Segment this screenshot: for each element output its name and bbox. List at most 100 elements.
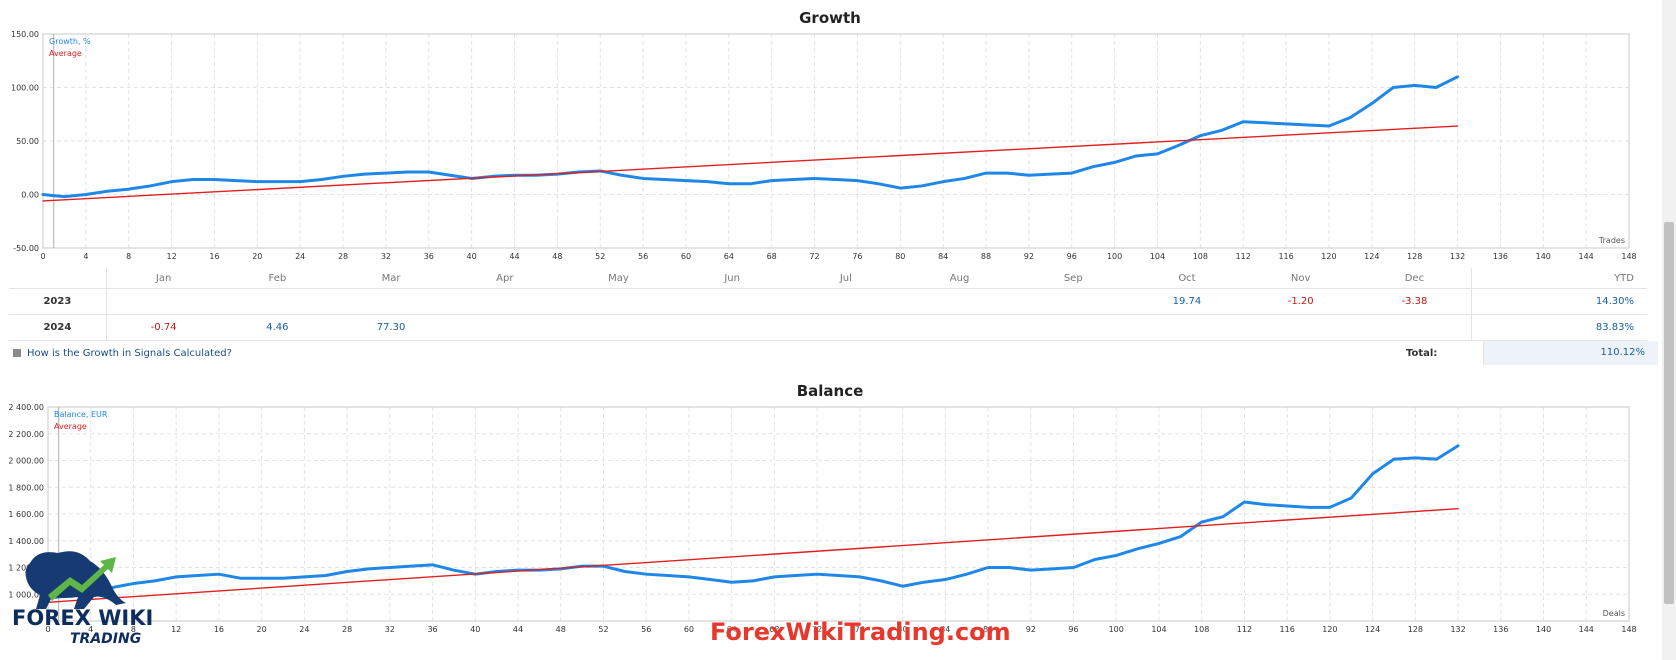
x-tick-label: 16 — [214, 625, 224, 634]
table-header-row: Jan Feb Mar Apr May Jun Jul Aug Sep Oct … — [9, 268, 1647, 289]
how-growth-calculated-label: How is the Growth in Signals Calculated? — [27, 348, 232, 359]
x-tick-label: 96 — [1067, 252, 1077, 261]
table-row: 2023 19.74 -1.20 -3.38 14.30% — [9, 288, 1647, 315]
month-header-nov: Nov — [1243, 268, 1358, 289]
month-header-may: May — [561, 268, 676, 289]
x-tick-label: 120 — [1322, 625, 1337, 634]
y-tick-label: 0.00 — [21, 191, 39, 200]
x-tick-label: 80 — [898, 625, 908, 634]
x-tick-label: 68 — [767, 252, 777, 261]
month-value-cell — [1243, 314, 1358, 341]
plot-frame — [47, 406, 1630, 622]
legend-entry: Average — [49, 49, 82, 58]
logo-line1: FOREX WIKI — [12, 606, 154, 630]
month-value-cell — [1130, 314, 1244, 341]
series-line-main — [41, 75, 1460, 199]
y-tick-label: 2 400.00 — [8, 403, 44, 412]
x-tick-label: 144 — [1579, 625, 1594, 634]
month-value-cell: 77.30 — [334, 314, 448, 341]
ytd-value-cell: 83.83% — [1471, 314, 1647, 341]
month-header-sep: Sep — [1016, 268, 1131, 289]
x-tick-label: 56 — [641, 625, 651, 634]
x-tick-label: 76 — [852, 252, 862, 261]
x-tick-label: 24 — [299, 625, 309, 634]
ytd-header: YTD — [1471, 268, 1647, 289]
x-tick-label: 36 — [424, 252, 434, 261]
page-scrollbar-thumb[interactable] — [1664, 222, 1674, 604]
x-tick-label: 56 — [638, 252, 648, 261]
x-tick-label: 136 — [1493, 625, 1508, 634]
x-tick-label: 112 — [1236, 252, 1251, 261]
x-tick-label: 88 — [981, 252, 991, 261]
x-tick-label: 8 — [126, 252, 131, 261]
total-value: 110.12% — [1483, 341, 1658, 365]
year-cell: 2024 — [9, 314, 107, 341]
x-tick-label: 24 — [295, 252, 305, 261]
month-value-cell — [1357, 314, 1472, 341]
logo-line2: TRADING — [70, 631, 142, 647]
y-tick-label: 2 000.00 — [8, 457, 44, 466]
y-tick-label: -50.00 — [13, 244, 39, 253]
month-value-cell — [561, 288, 676, 315]
x-tick-label: 116 — [1278, 252, 1293, 261]
series-line-average — [47, 507, 1459, 603]
y-tick-label: 2 200.00 — [8, 430, 44, 439]
series-line-main — [46, 444, 1460, 600]
growth-footer: How is the Growth in Signals Calculated?… — [9, 341, 1658, 366]
month-value-cell — [675, 288, 790, 315]
plot-frame — [42, 33, 1630, 249]
x-tick-label: 88 — [983, 625, 993, 634]
x-tick-label: 128 — [1408, 625, 1423, 634]
month-value-cell: -0.74 — [106, 314, 221, 341]
forex-wiki-logo: FOREX WIKI TRADING — [8, 543, 158, 649]
x-tick-label: 0 — [45, 625, 50, 634]
x-tick-label: 72 — [809, 252, 819, 261]
x-tick-label: 96 — [1068, 625, 1078, 634]
legend-entry: Balance, EUR — [54, 410, 108, 419]
x-tick-label: 120 — [1321, 252, 1336, 261]
x-tick-label: 28 — [338, 252, 348, 261]
x-tick-label: 40 — [467, 252, 477, 261]
x-tick-label: 4 — [83, 252, 88, 261]
legend-entry: Growth, % — [49, 37, 91, 46]
x-tick-label: 32 — [381, 252, 391, 261]
month-value-cell — [447, 288, 562, 315]
x-tick-label: 112 — [1237, 625, 1252, 634]
x-tick-label: 28 — [342, 625, 352, 634]
how-growth-calculated-link[interactable]: How is the Growth in Signals Calculated? — [13, 348, 232, 359]
month-value-cell — [1016, 314, 1131, 341]
month-value-cell: 4.46 — [220, 314, 335, 341]
x-tick-label: 12 — [167, 252, 177, 261]
x-tick-label: 0 — [40, 252, 45, 261]
series-line-average — [42, 125, 1459, 202]
bull-bear-logo-icon — [25, 551, 126, 609]
x-tick-label: 108 — [1194, 625, 1209, 634]
month-value-cell: -1.20 — [1243, 288, 1358, 315]
month-header-feb: Feb — [220, 268, 335, 289]
x-tick-label: 92 — [1024, 252, 1034, 261]
x-tick-label: 124 — [1364, 252, 1379, 261]
x-tick-label: 64 — [727, 625, 737, 634]
month-value-cell — [789, 288, 903, 315]
x-tick-label: 48 — [556, 625, 566, 634]
y-tick-label: 50.00 — [16, 137, 39, 146]
month-header-jun: Jun — [675, 268, 790, 289]
x-tick-label: 52 — [598, 625, 608, 634]
x-tick-label: 92 — [1026, 625, 1036, 634]
month-value-cell — [561, 314, 676, 341]
x-tick-label: 76 — [855, 625, 865, 634]
x-tick-label: 72 — [812, 625, 822, 634]
x-tick-label: 16 — [209, 252, 219, 261]
month-header-mar: Mar — [334, 268, 448, 289]
x-tick-label: 60 — [684, 625, 694, 634]
grid — [47, 406, 1630, 621]
x-tick-label: 20 — [252, 252, 262, 261]
month-value-cell — [447, 314, 562, 341]
total-label: Total: — [1406, 348, 1438, 359]
x-tick-label: 140 — [1536, 252, 1551, 261]
x-tick-label: 84 — [940, 625, 950, 634]
x-tick-label: 36 — [427, 625, 437, 634]
x-tick-label: 40 — [470, 625, 480, 634]
month-header-dec: Dec — [1357, 268, 1472, 289]
